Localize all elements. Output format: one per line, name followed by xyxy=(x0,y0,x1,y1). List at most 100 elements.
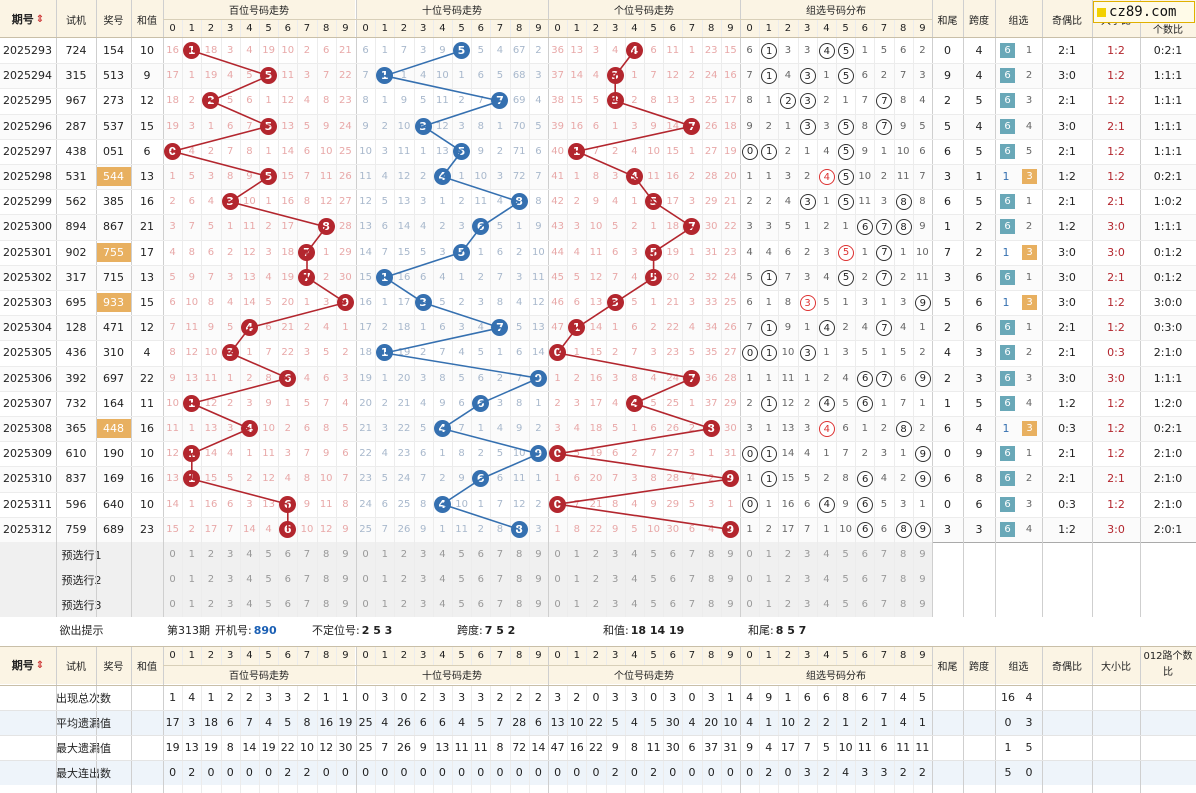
preselect-digit[interactable]: 1 xyxy=(765,574,772,585)
preselect-row[interactable] xyxy=(0,592,932,617)
preselect-digit[interactable]: 4 xyxy=(631,574,638,585)
preselect-digit[interactable]: 8 xyxy=(900,574,907,585)
preselect-digit[interactable]: 7 xyxy=(496,549,504,560)
preselect-digit[interactable]: 6 xyxy=(477,574,484,585)
preselect-digit[interactable]: 5 xyxy=(458,574,465,585)
preselect-digit[interactable]: 0 xyxy=(554,549,561,560)
preselect-digit[interactable]: 3 xyxy=(804,549,811,560)
preselect-digit[interactable]: 5 xyxy=(458,599,465,610)
preselect-digit[interactable]: 3 xyxy=(227,574,234,585)
preselect-digit[interactable]: 7 xyxy=(303,599,311,610)
preselect-digit[interactable]: 1 xyxy=(188,574,195,585)
preselect-digit[interactable]: 7 xyxy=(688,599,696,610)
preselect-digit[interactable]: 1 xyxy=(573,549,580,560)
preselect-digit[interactable]: 8 xyxy=(323,599,330,610)
preselect-digit[interactable]: 1 xyxy=(188,549,195,560)
preselect-digit[interactable]: 3 xyxy=(227,549,234,560)
preselect-digit[interactable]: 8 xyxy=(900,599,907,610)
preselect-row[interactable] xyxy=(0,567,932,592)
preselect-digit[interactable]: 6 xyxy=(477,599,484,610)
preselect-digit[interactable]: 6 xyxy=(284,574,291,585)
preselect-digit[interactable]: 7 xyxy=(688,574,696,585)
sort-arrows-icon[interactable]: ⇕ xyxy=(35,659,45,671)
preselect-digit[interactable]: 5 xyxy=(650,599,657,610)
preselect-digit[interactable]: 9 xyxy=(727,549,734,560)
preselect-digit[interactable]: 3 xyxy=(612,549,619,560)
preselect-digit[interactable]: 3 xyxy=(420,574,427,585)
preselect-digit[interactable]: 7 xyxy=(496,599,504,610)
preselect-digit[interactable]: 0 xyxy=(362,549,369,560)
preselect-digit[interactable]: 4 xyxy=(246,574,253,585)
preselect-digit[interactable]: 4 xyxy=(631,549,638,560)
preselect-digit[interactable]: 0 xyxy=(362,599,369,610)
preselect-digit[interactable]: 5 xyxy=(842,599,849,610)
preselect-digit[interactable]: 3 xyxy=(804,599,811,610)
preselect-digit[interactable]: 9 xyxy=(727,599,734,610)
preselect-digit[interactable]: 8 xyxy=(708,549,715,560)
preselect-digit[interactable]: 3 xyxy=(612,574,619,585)
preselect-digit[interactable]: 2 xyxy=(592,549,600,560)
preselect-digit[interactable]: 6 xyxy=(284,549,291,560)
header-period[interactable]: 期号 ⇕ xyxy=(0,646,56,684)
preselect-digit[interactable]: 1 xyxy=(381,574,388,585)
header-period[interactable]: 期号 ⇕ xyxy=(0,0,56,38)
preselect-digit[interactable]: 1 xyxy=(573,599,580,610)
preselect-digit[interactable]: 5 xyxy=(265,574,272,585)
preselect-digit[interactable]: 7 xyxy=(880,549,888,560)
preselect-digit[interactable]: 0 xyxy=(169,549,176,560)
preselect-digit[interactable]: 9 xyxy=(535,549,542,560)
preselect-digit[interactable]: 5 xyxy=(265,549,272,560)
preselect-digit[interactable]: 3 xyxy=(227,599,234,610)
preselect-digit[interactable]: 7 xyxy=(688,549,696,560)
preselect-digit[interactable]: 3 xyxy=(420,549,427,560)
preselect-digit[interactable]: 9 xyxy=(727,574,734,585)
preselect-digit[interactable]: 9 xyxy=(342,549,349,560)
preselect-digit[interactable]: 9 xyxy=(919,549,926,560)
preselect-digit[interactable]: 2 xyxy=(784,574,792,585)
preselect-digit[interactable]: 1 xyxy=(765,549,772,560)
preselect-digit[interactable]: 9 xyxy=(342,599,349,610)
preselect-digit[interactable]: 7 xyxy=(880,574,888,585)
preselect-digit[interactable]: 4 xyxy=(823,574,830,585)
preselect-digit[interactable]: 9 xyxy=(919,599,926,610)
preselect-digit[interactable]: 8 xyxy=(900,549,907,560)
preselect-digit[interactable]: 6 xyxy=(284,599,291,610)
preselect-digit[interactable]: 9 xyxy=(342,574,349,585)
preselect-digit[interactable]: 2 xyxy=(400,574,408,585)
preselect-digit[interactable]: 5 xyxy=(842,574,849,585)
preselect-digit[interactable]: 0 xyxy=(554,599,561,610)
preselect-digit[interactable]: 1 xyxy=(381,599,388,610)
preselect-digit[interactable]: 6 xyxy=(669,599,676,610)
preselect-digit[interactable]: 0 xyxy=(169,574,176,585)
preselect-digit[interactable]: 4 xyxy=(439,574,446,585)
preselect-digit[interactable]: 4 xyxy=(439,549,446,560)
preselect-digit[interactable]: 2 xyxy=(784,599,792,610)
preselect-digit[interactable]: 0 xyxy=(746,574,753,585)
preselect-digit[interactable]: 5 xyxy=(842,549,849,560)
preselect-digit[interactable]: 8 xyxy=(323,549,330,560)
preselect-digit[interactable]: 6 xyxy=(669,574,676,585)
preselect-digit[interactable]: 0 xyxy=(746,549,753,560)
preselect-digit[interactable]: 2 xyxy=(400,599,408,610)
preselect-digit[interactable]: 1 xyxy=(188,599,195,610)
preselect-digit[interactable]: 0 xyxy=(362,574,369,585)
preselect-digit[interactable]: 8 xyxy=(708,599,715,610)
preselect-digit[interactable]: 4 xyxy=(246,599,253,610)
preselect-digit[interactable]: 6 xyxy=(669,549,676,560)
preselect-digit[interactable]: 1 xyxy=(381,549,388,560)
preselect-digit[interactable]: 7 xyxy=(496,574,504,585)
preselect-digit[interactable]: 7 xyxy=(303,549,311,560)
preselect-digit[interactable]: 2 xyxy=(400,549,408,560)
preselect-digit[interactable]: 0 xyxy=(746,599,753,610)
preselect-row[interactable] xyxy=(0,542,932,567)
preselect-digit[interactable]: 8 xyxy=(516,549,523,560)
preselect-digit[interactable]: 2 xyxy=(207,549,215,560)
preselect-digit[interactable]: 4 xyxy=(439,599,446,610)
preselect-digit[interactable]: 7 xyxy=(880,599,888,610)
preselect-digit[interactable]: 6 xyxy=(477,549,484,560)
preselect-digit[interactable]: 9 xyxy=(919,574,926,585)
preselect-digit[interactable]: 2 xyxy=(207,599,215,610)
preselect-digit[interactable]: 4 xyxy=(823,549,830,560)
preselect-digit[interactable]: 9 xyxy=(535,599,542,610)
preselect-digit[interactable]: 5 xyxy=(458,549,465,560)
